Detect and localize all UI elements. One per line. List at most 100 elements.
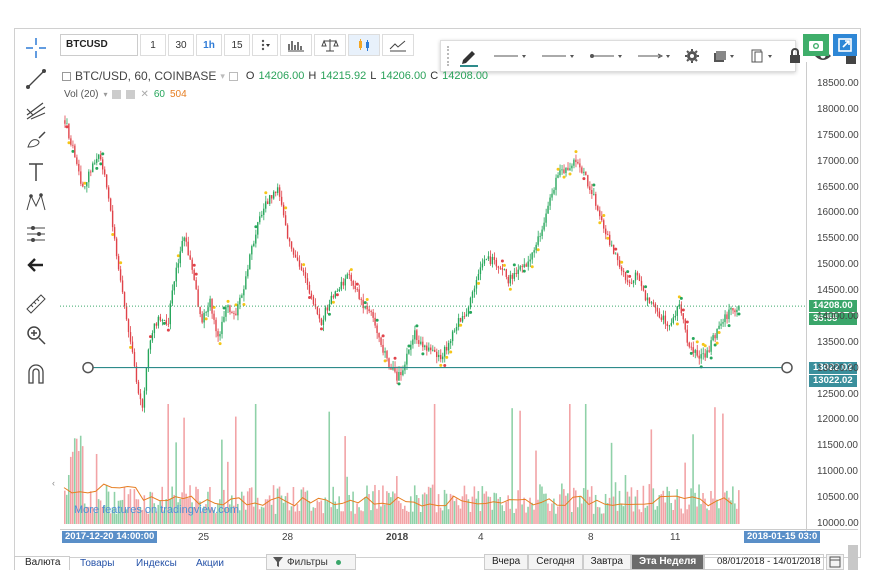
candle-body [595,193,597,206]
calendar-button[interactable] [826,554,844,570]
candle-body [241,295,243,298]
period-yesterday[interactable]: Вчера [484,554,529,570]
chevron-down-icon[interactable]: ▾ [103,90,108,99]
interval-1h[interactable]: 1h [196,34,222,56]
magnet-tool[interactable] [24,362,48,386]
volume-bar [326,501,329,524]
volume-bar [342,511,344,524]
candle-body [620,267,623,271]
volume-bar [411,511,414,524]
signal-dot [562,175,566,179]
legend-format-icon[interactable] [228,71,238,81]
candle-body [638,275,641,281]
crosshair-tool[interactable] [24,36,48,60]
interval-dropdown-button[interactable] [252,34,278,56]
prediction-tool[interactable] [24,222,48,246]
scrollbar[interactable] [848,545,858,570]
fullscreen-button[interactable] [833,34,857,56]
filter-button[interactable]: Фильтры [266,554,356,570]
volume-bar [529,497,531,524]
settings-dropdown-icon[interactable]: ▾ [220,70,225,81]
candle-body [310,293,313,297]
pattern-tool[interactable] [24,191,48,215]
tab-stocks[interactable]: Акции [196,558,224,569]
interval-30[interactable]: 30 [168,34,194,56]
volume-bar [358,507,360,524]
candle-body [714,335,716,339]
back-tool[interactable] [24,253,48,277]
volume-bar [487,496,490,524]
compare-button[interactable] [314,34,346,56]
volume-bar [620,503,623,524]
candle-body [418,340,420,344]
volume-bar [521,504,523,524]
text-tool[interactable] [24,160,48,184]
snapshot-button[interactable] [803,34,829,56]
tab-currency[interactable]: Валюта [14,556,70,570]
period-today[interactable]: Сегодня [528,554,583,570]
ruler-tool[interactable] [24,292,48,316]
indicators-button[interactable] [382,34,414,56]
trend-line-tool[interactable] [24,67,48,91]
format-icon[interactable] [126,90,136,99]
line-width-button[interactable] [489,45,531,67]
volume-bar [662,490,665,524]
volume-bar [706,508,708,524]
interval-15[interactable]: 15 [224,34,250,56]
tab-indices[interactable]: Индексы [136,558,177,569]
o-value: 14206.00 [258,70,305,82]
volume-bar [304,491,307,524]
eye-toggle-icon[interactable] [112,90,122,99]
date-range-input[interactable]: 08/01/2018 - 14/01/2018 [704,554,824,570]
volume-bar [527,506,529,524]
signal-dot [459,323,463,327]
period-tomorrow[interactable]: Завтра [582,554,631,570]
symbol-input[interactable]: BTCUSD [60,34,138,56]
volume-bar [447,509,450,524]
volume-bar [409,496,412,524]
legend-title: BTC/USD, 60, COINBASE [75,69,217,83]
collapse-arrow-icon[interactable]: ‹ [52,478,55,488]
volume-bar [606,502,609,524]
volume-bar [517,490,519,524]
tab-commodities[interactable]: Товары [80,558,115,569]
candle-body [64,120,66,124]
price-chart[interactable] [60,62,806,528]
pitchfork-tool[interactable] [24,98,48,122]
clone-button[interactable] [747,45,779,67]
lock-button[interactable] [785,45,805,67]
candle-body [503,269,505,271]
candle-body [664,315,667,324]
h-value: 14215.92 [320,70,367,82]
price-axis[interactable]: 14208.00 36:55 13022.02 13022.02 18500.0… [806,62,859,532]
candle-body [342,281,344,286]
volume-bar [167,404,169,524]
period-this-week[interactable]: Эта Неделя [630,554,705,570]
candle-body [265,201,267,209]
volume-bar [569,404,571,524]
settings-button[interactable] [681,45,703,67]
brush-tool[interactable] [24,129,48,153]
volume-bar [708,510,710,524]
candle-body [233,313,235,314]
candle-body [678,304,680,307]
visual-order-button[interactable] [709,45,741,67]
collapse-icon[interactable] [62,71,71,81]
zoom-tool[interactable] [24,323,48,347]
drag-handle[interactable] [447,46,449,66]
candle-body [606,234,609,236]
candle-body [505,269,507,277]
line-end-button[interactable] [633,45,675,67]
interval-1[interactable]: 1 [140,34,166,56]
close-icon[interactable]: ✕ [140,89,149,100]
time-axis[interactable]: 2017-12-20 14:00:00 25 28 2018 4 8 11 20… [60,529,858,543]
chart-type-button[interactable] [280,34,312,56]
volume-bar [71,451,74,524]
line-color-button[interactable] [455,45,483,67]
watermark-link[interactable]: More features on tradingview.com [74,504,240,516]
line-style-button[interactable] [537,45,579,67]
volume-bar [332,486,334,524]
line-start-button[interactable] [585,45,627,67]
candles-button[interactable] [348,34,380,56]
volume-bar [501,505,503,524]
